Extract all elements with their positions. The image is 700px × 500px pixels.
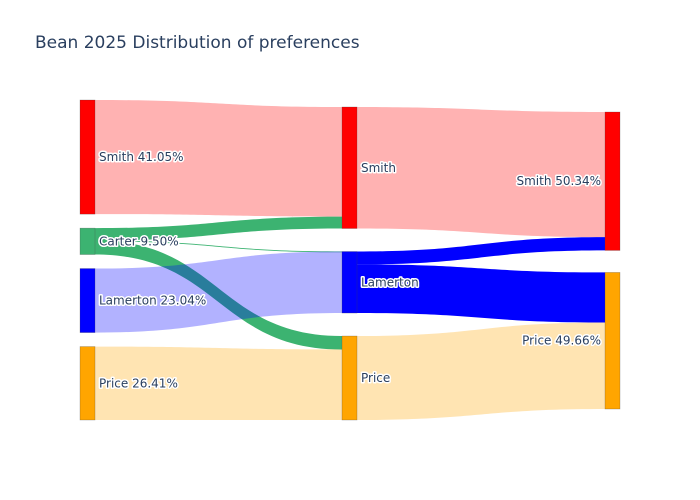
node-lamerton1[interactable]	[79, 268, 96, 333]
link-lamerton1-to-lamerton2	[95, 251, 342, 333]
link-lamerton2-to-smith3	[357, 237, 605, 265]
link-lamerton2-to-price3	[357, 264, 605, 323]
node-label-smith2: Smith	[361, 161, 396, 175]
node-label-smith1: Smith 41.05%	[99, 150, 184, 164]
node-label-price1: Price 26.41%	[99, 376, 178, 390]
node-label-lamerton2: Lamerton	[361, 275, 419, 289]
link-smith2-to-smith3	[357, 107, 605, 238]
node-carter1[interactable]	[79, 227, 96, 255]
link-carter1-to-price2	[95, 240, 342, 350]
link-carter1-to-lamerton2	[95, 240, 342, 253]
node-price2[interactable]	[341, 335, 358, 421]
node-smith3[interactable]	[604, 111, 621, 251]
node-label-price2: Price	[361, 371, 390, 385]
chart-title: Bean 2025 Distribution of preferences	[35, 33, 360, 53]
link-price1-to-price2	[95, 346, 342, 420]
node-smith2[interactable]	[341, 106, 358, 229]
links-layer	[95, 100, 605, 420]
node-label-price3: Price 49.66%	[522, 334, 601, 348]
link-price2-to-price3	[357, 322, 605, 420]
link-smith1-to-smith2	[95, 100, 342, 217]
node-smith1[interactable]	[79, 99, 96, 215]
node-label-smith3: Smith 50.34%	[516, 174, 601, 188]
labels-layer: Smith 41.05% Carter 9.50% Lamerton 23.04% P…	[98, 149, 603, 392]
node-lamerton2[interactable]	[341, 251, 358, 314]
node-label-carter1: Carter 9.50%	[99, 234, 179, 248]
node-label-lamerton1: Lamerton 23.04%	[99, 294, 206, 308]
node-price3[interactable]	[604, 272, 621, 410]
link-carter1-to-smith2	[95, 216, 342, 241]
nodes-layer	[79, 99, 621, 421]
node-price1[interactable]	[79, 346, 96, 421]
